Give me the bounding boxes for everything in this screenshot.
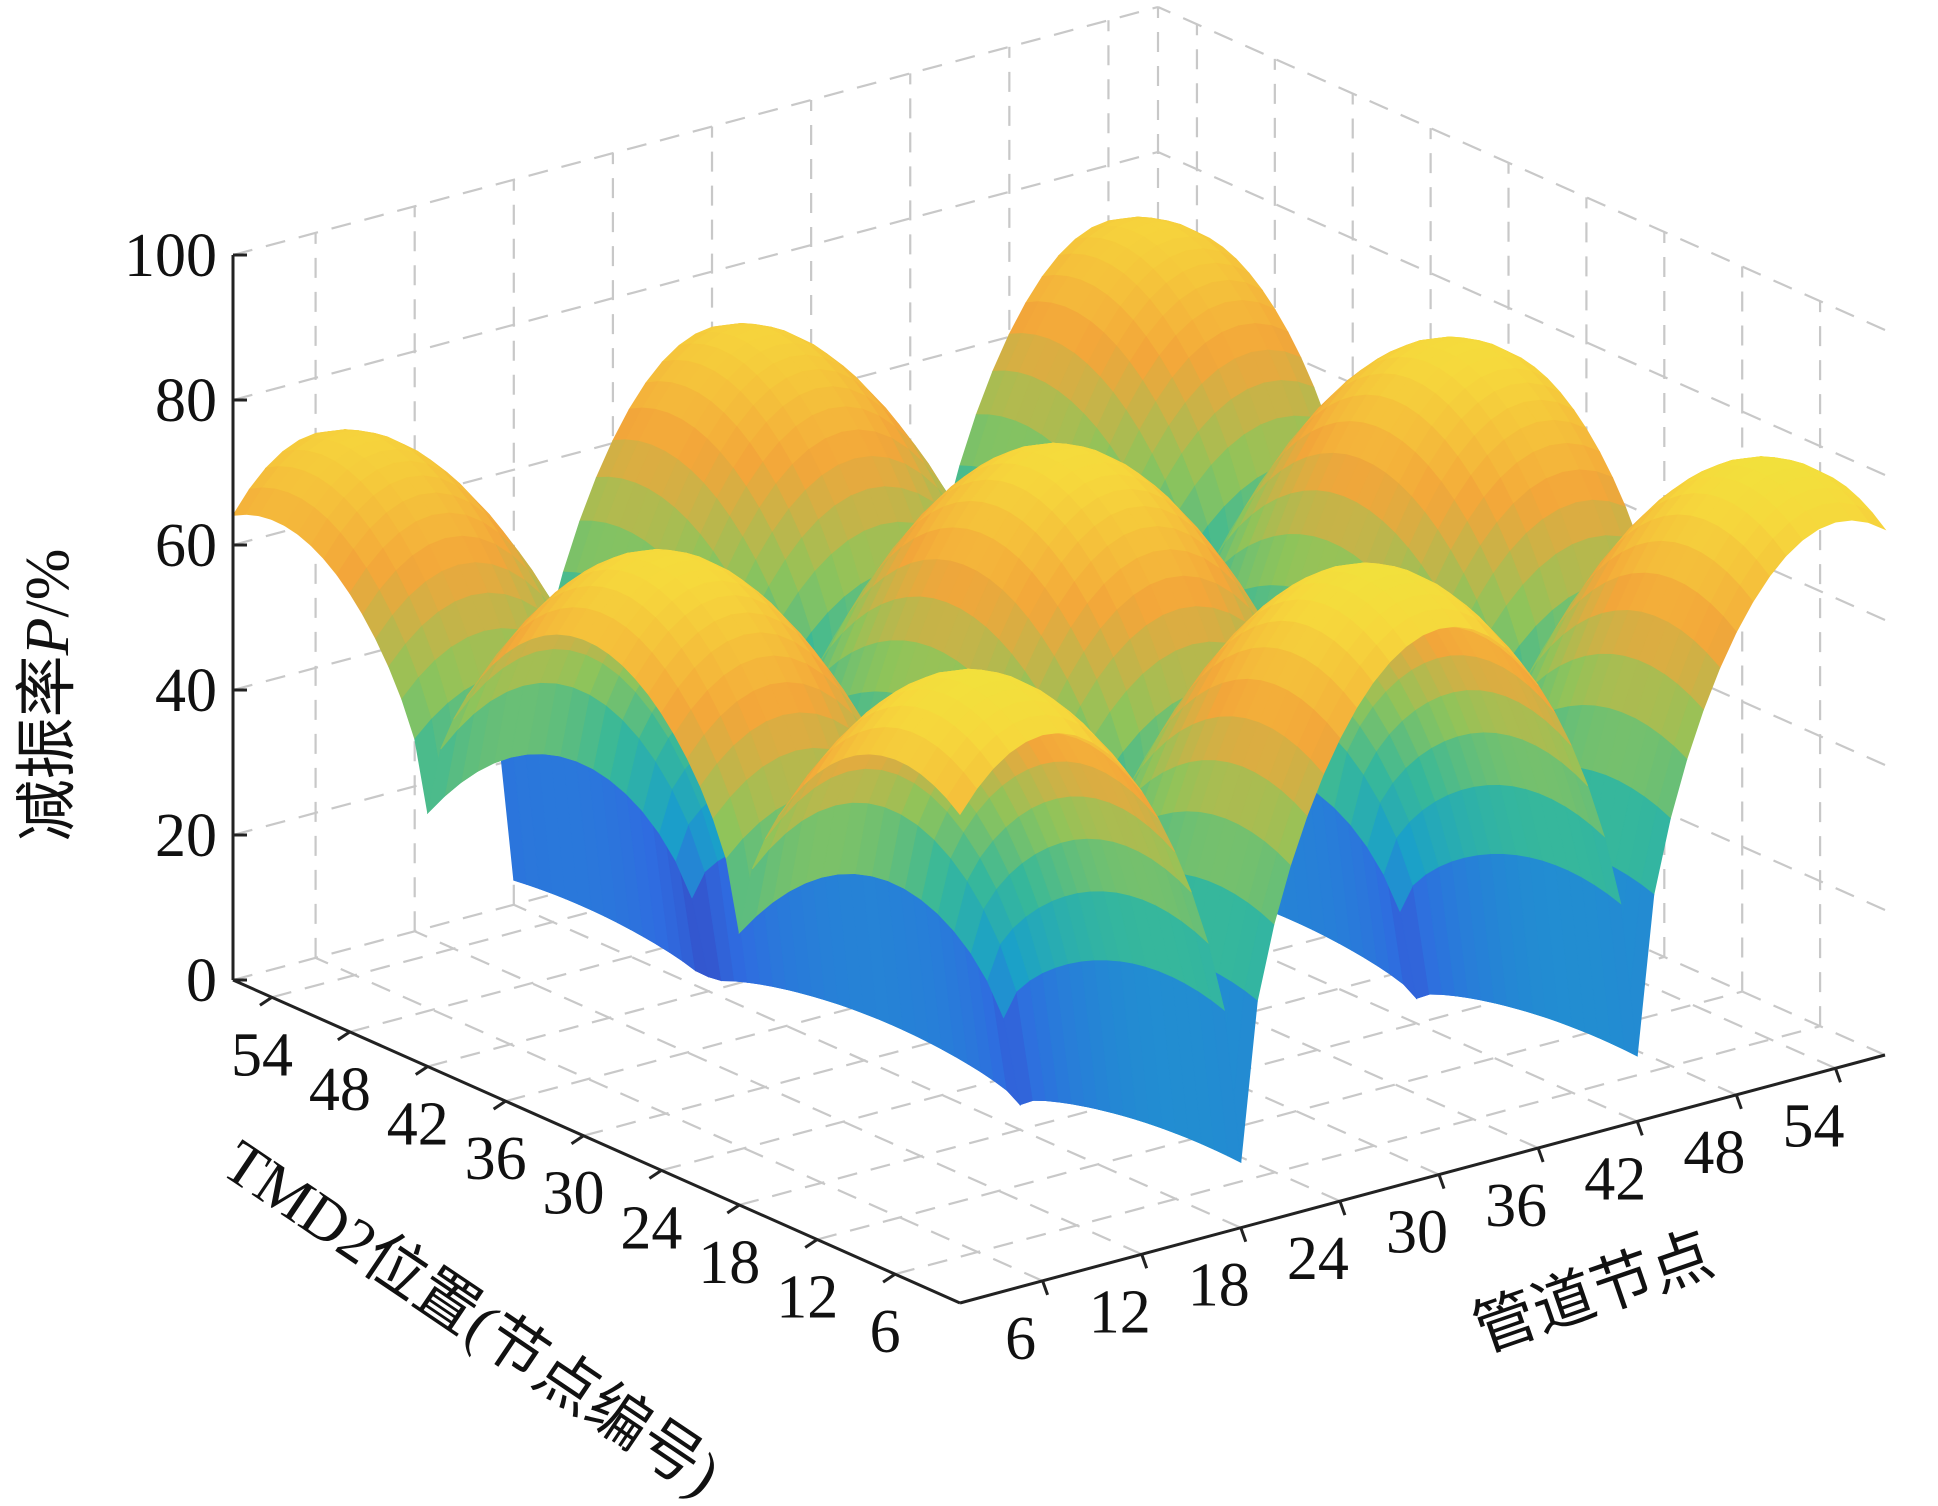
surface: [232, 216, 1887, 1163]
y-tick-label: 48: [309, 1056, 371, 1124]
x-tick-label: 24: [1287, 1225, 1349, 1293]
z-tick-label: 60: [155, 512, 217, 580]
floor-grid-x-6: [315, 956, 1044, 1282]
sidewall-z-grid-80: [1157, 150, 1886, 477]
x-tick-label: 48: [1683, 1119, 1745, 1187]
z-tick-label: 0: [186, 947, 217, 1015]
x-tick-label: 36: [1485, 1172, 1547, 1240]
y-tick-mark: [726, 1203, 741, 1215]
x-tick-mark: [1635, 1120, 1644, 1136]
z-tick-label: 40: [155, 657, 217, 725]
x-tick-mark: [1437, 1174, 1446, 1190]
x-tick-mark: [1834, 1067, 1842, 1083]
x-tick-mark: [1338, 1200, 1347, 1216]
y-tick-mark: [337, 1030, 351, 1042]
floor-grid-x-12: [414, 930, 1143, 1256]
x-tick-label: 18: [1188, 1252, 1250, 1320]
y-tick-mark: [414, 1065, 429, 1076]
y-tick-label: 24: [620, 1194, 682, 1262]
y-tick-label: 18: [698, 1229, 760, 1297]
x-tick-mark: [1041, 1280, 1050, 1296]
z-tick-label: 100: [124, 222, 217, 290]
y-axis-line: [232, 978, 961, 1305]
y-tick-mark: [259, 996, 273, 1007]
z-axis-label-text: 减振率: [14, 655, 82, 841]
floor-grid-x-18: [513, 903, 1242, 1229]
x-tick-label: 6: [1005, 1305, 1036, 1373]
x-tick-label: 54: [1782, 1092, 1844, 1160]
y-tick-label: 12: [776, 1264, 838, 1332]
z-axis-label: 减振率P/%: [14, 549, 82, 842]
surface-patch: [946, 771, 978, 816]
y-tick-mark: [648, 1169, 663, 1180]
y-tick-label: 42: [387, 1091, 449, 1159]
backwall-z-grid-80: [232, 150, 1159, 402]
x-tick-mark: [1239, 1227, 1248, 1243]
y-tick-mark: [882, 1272, 896, 1284]
z-tick-label: 20: [155, 802, 217, 870]
x-tick-label: 12: [1089, 1278, 1151, 1346]
y-tick-label: 6: [870, 1298, 901, 1366]
x-axis-label: 管道节点: [1465, 1221, 1722, 1366]
x-tick-mark: [1734, 1094, 1743, 1110]
backwall-z-grid-100: [232, 5, 1159, 257]
z-axis-label-unit: /%: [14, 549, 82, 618]
y-tick-label: 54: [231, 1021, 293, 1089]
x-tick-mark: [1140, 1253, 1149, 1269]
x-axis-line: [959, 1053, 1886, 1305]
x-tick-label: 30: [1386, 1199, 1448, 1267]
x-tick-mark: [1536, 1147, 1545, 1163]
y-tick-label: 36: [465, 1125, 527, 1193]
y-tick-mark: [570, 1134, 585, 1145]
x-tick-label: 42: [1584, 1145, 1646, 1213]
axes: 6 12 18 24 30 36 42 48 5454484236302418126020406…: [124, 222, 1886, 1373]
floor-grid-y-6: [894, 1025, 1821, 1276]
z-tick-label: 80: [155, 367, 217, 435]
y-tick-label: 30: [543, 1160, 605, 1228]
z-axis-label-var: P: [14, 617, 82, 656]
sidewall-z-grid-100: [1157, 5, 1886, 332]
y-tick-mark: [804, 1238, 819, 1249]
y-tick-mark: [492, 1099, 507, 1111]
